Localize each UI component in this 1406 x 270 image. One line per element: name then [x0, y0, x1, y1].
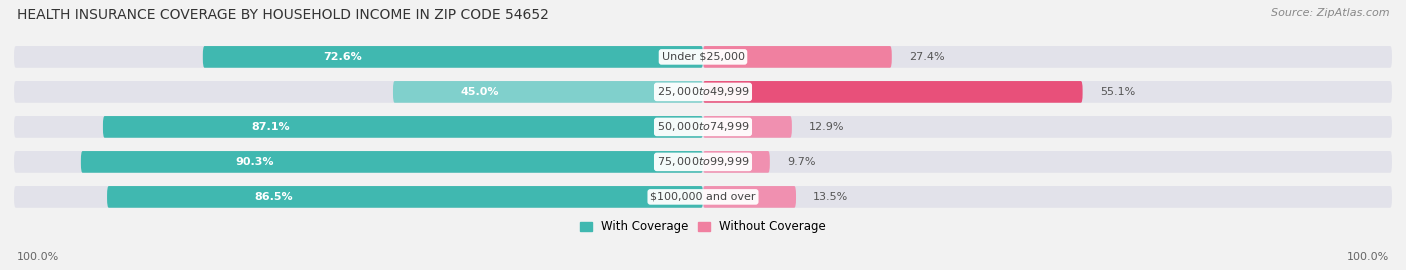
FancyBboxPatch shape: [394, 81, 703, 103]
FancyBboxPatch shape: [14, 151, 1392, 173]
Text: 13.5%: 13.5%: [813, 192, 848, 202]
Text: 27.4%: 27.4%: [910, 52, 945, 62]
Text: 55.1%: 55.1%: [1099, 87, 1135, 97]
Text: $50,000 to $74,999: $50,000 to $74,999: [657, 120, 749, 133]
FancyBboxPatch shape: [14, 186, 1392, 208]
FancyBboxPatch shape: [703, 81, 1083, 103]
Text: 86.5%: 86.5%: [254, 192, 294, 202]
Text: 72.6%: 72.6%: [323, 52, 363, 62]
Text: Under $25,000: Under $25,000: [661, 52, 745, 62]
Text: $100,000 and over: $100,000 and over: [650, 192, 756, 202]
FancyBboxPatch shape: [14, 46, 1392, 68]
FancyBboxPatch shape: [703, 151, 770, 173]
Text: 9.7%: 9.7%: [787, 157, 815, 167]
FancyBboxPatch shape: [14, 116, 1392, 138]
Text: 90.3%: 90.3%: [236, 157, 274, 167]
Text: 100.0%: 100.0%: [1347, 252, 1389, 262]
FancyBboxPatch shape: [202, 46, 703, 68]
FancyBboxPatch shape: [103, 116, 703, 138]
Text: 45.0%: 45.0%: [461, 87, 499, 97]
FancyBboxPatch shape: [703, 186, 796, 208]
Text: 100.0%: 100.0%: [17, 252, 59, 262]
FancyBboxPatch shape: [107, 186, 703, 208]
Text: 12.9%: 12.9%: [808, 122, 845, 132]
Legend: With Coverage, Without Coverage: With Coverage, Without Coverage: [575, 216, 831, 238]
FancyBboxPatch shape: [14, 81, 1392, 103]
Text: $25,000 to $49,999: $25,000 to $49,999: [657, 85, 749, 98]
FancyBboxPatch shape: [703, 116, 792, 138]
FancyBboxPatch shape: [703, 46, 891, 68]
Text: 87.1%: 87.1%: [252, 122, 290, 132]
FancyBboxPatch shape: [82, 151, 703, 173]
Text: $75,000 to $99,999: $75,000 to $99,999: [657, 156, 749, 168]
Text: Source: ZipAtlas.com: Source: ZipAtlas.com: [1271, 8, 1389, 18]
Text: HEALTH INSURANCE COVERAGE BY HOUSEHOLD INCOME IN ZIP CODE 54652: HEALTH INSURANCE COVERAGE BY HOUSEHOLD I…: [17, 8, 548, 22]
